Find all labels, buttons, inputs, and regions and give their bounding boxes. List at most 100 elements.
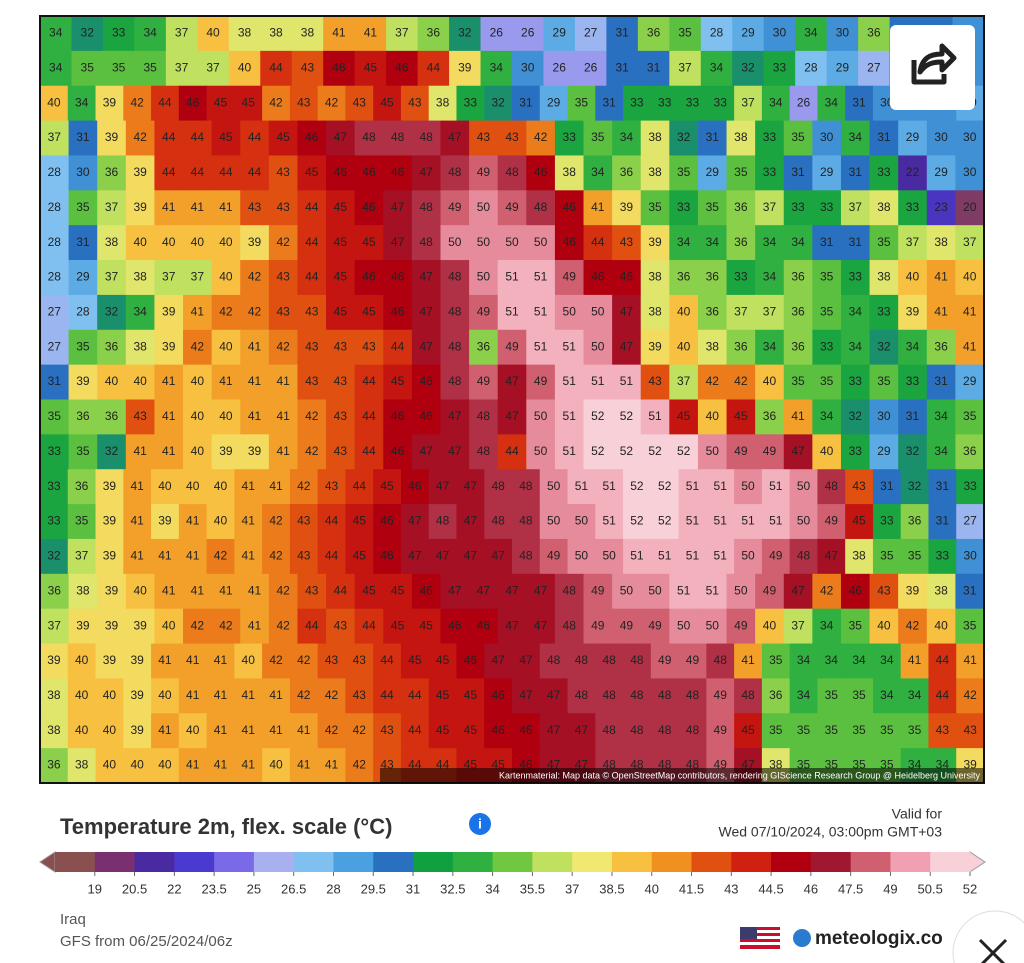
temp-label: 43 xyxy=(362,339,376,353)
temp-label: 42 xyxy=(353,758,367,772)
temp-label: 36 xyxy=(763,409,777,423)
temp-cell xyxy=(845,643,874,679)
temp-label: 36 xyxy=(76,409,90,423)
temp-cell xyxy=(869,260,899,296)
temp-cell xyxy=(497,260,527,296)
temp-label: 43 xyxy=(477,130,491,144)
temp-label: 32 xyxy=(741,60,755,74)
temp-cell xyxy=(456,469,485,505)
temp-label: 30 xyxy=(773,26,787,40)
temp-label: 46 xyxy=(391,409,405,423)
temp-label: 42 xyxy=(276,583,290,597)
temp-label: 43 xyxy=(334,409,348,423)
temp-cell xyxy=(178,469,208,505)
close-button[interactable] xyxy=(952,910,1024,963)
temp-cell xyxy=(102,16,135,52)
temp-label: 41 xyxy=(242,479,256,493)
temp-cell xyxy=(40,643,69,679)
temp-cell xyxy=(373,643,402,679)
temp-cell xyxy=(700,50,733,87)
temp-cell xyxy=(583,120,613,156)
temp-label: 43 xyxy=(334,339,348,353)
share-icon[interactable] xyxy=(911,43,957,85)
temp-label: 44 xyxy=(334,583,348,597)
temp-cell xyxy=(268,608,298,645)
temp-label: 36 xyxy=(48,583,62,597)
temp-cell xyxy=(706,538,735,575)
temp-cell xyxy=(97,225,127,261)
temp-cell xyxy=(755,364,785,400)
temp-cell xyxy=(262,85,291,122)
tick-label: 46 xyxy=(804,881,818,896)
temp-cell xyxy=(123,469,152,505)
temp-label: 30 xyxy=(76,165,90,179)
temp-label: 50 xyxy=(620,583,634,597)
temp-cell xyxy=(678,469,707,505)
temp-label: 40 xyxy=(162,618,176,632)
temp-cell xyxy=(40,364,70,400)
temp-label: 40 xyxy=(238,60,252,74)
temp-cell xyxy=(354,50,387,87)
temp-cell xyxy=(763,50,796,87)
temp-cell xyxy=(726,294,756,331)
temp-cell xyxy=(869,120,899,156)
temp-label: 49 xyxy=(734,444,748,458)
temp-cell xyxy=(755,225,785,261)
temp-label: 51 xyxy=(686,479,700,493)
tick-label: 28 xyxy=(326,881,340,896)
temp-cell xyxy=(234,643,263,679)
temp-label: 31 xyxy=(877,130,891,144)
info-icon[interactable]: i xyxy=(478,816,482,832)
temp-label: 35 xyxy=(575,95,589,109)
temp-label: 31 xyxy=(936,514,950,528)
temp-label: 46 xyxy=(391,305,405,319)
temp-cell xyxy=(95,713,124,749)
temp-cell xyxy=(268,329,298,366)
temp-label: 30 xyxy=(836,26,850,40)
temp-label: 45 xyxy=(380,95,394,109)
temp-cell xyxy=(554,608,585,645)
temp-cell xyxy=(123,538,152,575)
temp-label: 46 xyxy=(408,479,422,493)
temp-label: 45 xyxy=(353,514,367,528)
temp-cell xyxy=(956,538,985,575)
temp-label: 48 xyxy=(658,688,672,702)
temp-cell xyxy=(373,713,402,749)
temp-label: 44 xyxy=(305,200,319,214)
temp-cell xyxy=(97,364,127,400)
temp-cell xyxy=(734,85,763,122)
temp-label: 39 xyxy=(103,514,117,528)
temp-cell xyxy=(211,364,241,400)
temp-cell xyxy=(567,538,596,575)
temp-label: 44 xyxy=(325,549,339,563)
info-button[interactable] xyxy=(469,813,491,835)
temp-label: 49 xyxy=(505,200,519,214)
share-button[interactable] xyxy=(890,25,975,110)
temp-label: 42 xyxy=(706,374,720,388)
temp-cell xyxy=(68,399,98,435)
temp-label: 49 xyxy=(448,200,462,214)
close-bg[interactable] xyxy=(952,910,1024,963)
temp-label: 45 xyxy=(436,653,450,667)
temp-cell xyxy=(354,190,384,226)
temp-cell xyxy=(411,329,441,366)
temp-label: 39 xyxy=(162,305,176,319)
temp-cell xyxy=(440,260,470,296)
temp-cell xyxy=(183,608,213,645)
tick-label: 52 xyxy=(963,881,977,896)
temp-cell xyxy=(512,504,541,540)
temp-label: 35 xyxy=(648,200,662,214)
temp-cell xyxy=(554,120,585,156)
temp-cell xyxy=(234,85,263,122)
temp-cell xyxy=(383,573,413,610)
temp-cell xyxy=(456,713,485,749)
temp-cell xyxy=(178,643,208,679)
temp-label: 40 xyxy=(191,235,205,249)
bar-segment xyxy=(373,852,414,872)
temp-label: 38 xyxy=(269,26,283,40)
temp-cell xyxy=(456,538,485,575)
temp-label: 50 xyxy=(734,583,748,597)
share-bg[interactable] xyxy=(890,25,975,110)
temp-label: 38 xyxy=(105,235,119,249)
close-icon[interactable] xyxy=(978,938,1008,963)
